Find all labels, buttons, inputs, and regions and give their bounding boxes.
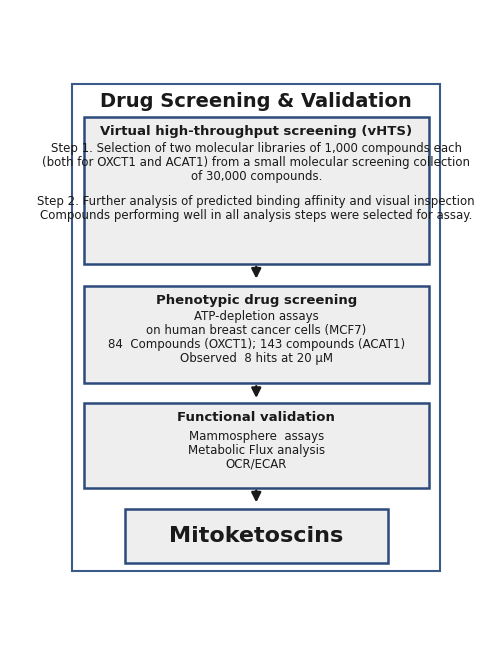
Text: Mammosphere  assays: Mammosphere assays	[188, 430, 324, 443]
Text: (both for OXCT1 and ACAT1) from a small molecular screening collection: (both for OXCT1 and ACAT1) from a small …	[42, 156, 470, 169]
Text: Virtual high-throughput screening (vHTS): Virtual high-throughput screening (vHTS)	[100, 125, 412, 138]
Text: OCR/ECAR: OCR/ECAR	[226, 457, 287, 470]
Text: Drug Screening & Validation: Drug Screening & Validation	[100, 92, 412, 111]
Text: Step 2. Further analysis of predicted binding affinity and visual inspection: Step 2. Further analysis of predicted bi…	[38, 195, 475, 208]
Bar	[84, 286, 428, 384]
Bar	[84, 403, 428, 488]
Text: 84  Compounds (OXCT1); 143 compounds (ACAT1): 84 Compounds (OXCT1); 143 compounds (ACA…	[108, 338, 405, 351]
Text: Observed  8 hits at 20 μM: Observed 8 hits at 20 μM	[180, 351, 333, 364]
Text: Compounds performing well in all analysis steps were selected for assay.: Compounds performing well in all analysi…	[40, 209, 472, 222]
Text: Phenotypic drug screening: Phenotypic drug screening	[156, 294, 357, 307]
Text: Step 1. Selection of two molecular libraries of 1,000 compounds each: Step 1. Selection of two molecular libra…	[51, 142, 462, 155]
Text: of 30,000 compounds.: of 30,000 compounds.	[190, 170, 322, 183]
Text: Functional validation: Functional validation	[178, 411, 335, 424]
Bar	[124, 509, 388, 563]
Bar	[84, 118, 428, 264]
Text: on human breast cancer cells (MCF7): on human breast cancer cells (MCF7)	[146, 324, 366, 337]
Text: ATP-depletion assays: ATP-depletion assays	[194, 310, 318, 323]
Text: Metabolic Flux analysis: Metabolic Flux analysis	[188, 444, 325, 457]
Text: Mitoketoscins: Mitoketoscins	[169, 526, 344, 546]
